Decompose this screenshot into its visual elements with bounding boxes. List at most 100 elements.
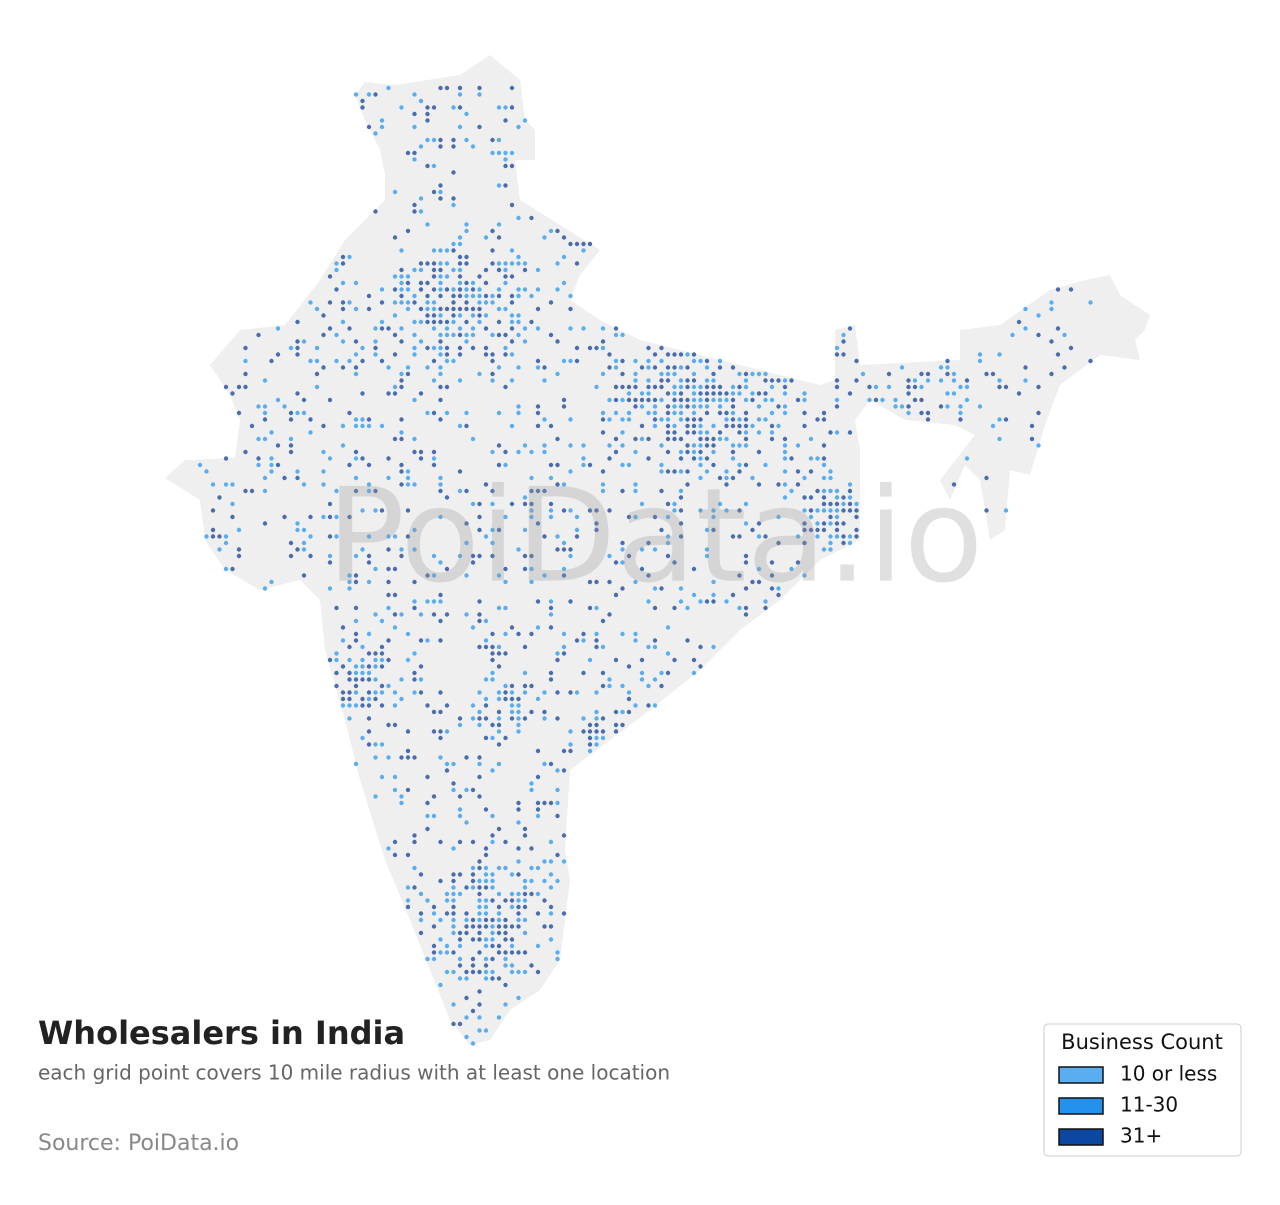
grid-point	[555, 371, 560, 377]
grid-point	[678, 456, 684, 461]
grid-point	[496, 443, 502, 448]
grid-point	[529, 631, 534, 637]
grid-point	[210, 527, 216, 533]
grid-point	[457, 326, 463, 331]
grid-point	[730, 404, 736, 409]
grid-point	[756, 534, 762, 539]
grid-point	[678, 417, 684, 422]
grid-point	[522, 878, 528, 884]
grid-point	[438, 287, 443, 292]
grid-point	[919, 410, 924, 416]
grid-point	[626, 696, 632, 702]
grid-point	[425, 306, 430, 312]
grid-point	[977, 352, 983, 357]
grid-point	[412, 397, 417, 403]
grid-point	[457, 274, 463, 279]
grid-point	[724, 417, 729, 422]
grid-point	[431, 599, 437, 604]
grid-point	[841, 339, 846, 344]
grid-point	[665, 404, 671, 409]
grid-point	[841, 352, 846, 357]
grid-point	[314, 358, 320, 364]
grid-point	[496, 690, 502, 695]
grid-point	[366, 677, 372, 682]
grid-point	[308, 553, 313, 559]
grid-point	[347, 586, 352, 591]
grid-point	[912, 378, 918, 383]
grid-point	[594, 605, 599, 611]
grid-point	[659, 443, 664, 448]
grid-point	[470, 280, 476, 286]
grid-point	[392, 839, 398, 845]
grid-point	[236, 410, 242, 416]
grid-point	[867, 397, 872, 403]
grid-point	[717, 410, 723, 416]
grid-point	[340, 261, 346, 266]
grid-point	[600, 371, 606, 377]
grid-point	[483, 677, 489, 682]
grid-point	[561, 748, 567, 754]
grid-point	[685, 449, 690, 455]
grid-point	[821, 443, 827, 448]
grid-point	[457, 261, 463, 266]
grid-point	[496, 287, 502, 292]
grid-point	[548, 800, 554, 806]
grid-point	[412, 527, 417, 533]
grid-point	[295, 352, 300, 357]
grid-point	[600, 735, 606, 741]
grid-point	[334, 488, 339, 494]
grid-point	[470, 716, 476, 721]
grid-point	[444, 566, 450, 572]
grid-point	[412, 150, 417, 156]
grid-point	[769, 384, 775, 390]
grid-point	[438, 85, 443, 91]
grid-point	[730, 384, 736, 390]
grid-point	[392, 787, 398, 793]
grid-point	[717, 430, 723, 435]
grid-point	[789, 566, 794, 572]
grid-point	[847, 501, 853, 507]
grid-point	[490, 969, 495, 975]
grid-point	[555, 228, 560, 234]
grid-point	[373, 612, 378, 617]
grid-point	[477, 1002, 482, 1007]
grid-point	[685, 417, 690, 422]
grid-points	[197, 85, 1093, 1046]
grid-point	[535, 774, 541, 780]
grid-point	[620, 560, 625, 565]
grid-point	[477, 989, 482, 994]
grid-point	[412, 332, 417, 338]
grid-point	[444, 761, 450, 767]
grid-point	[737, 462, 742, 468]
grid-point	[405, 748, 411, 754]
grid-point	[477, 313, 482, 318]
grid-point	[529, 891, 534, 897]
grid-point	[425, 118, 430, 123]
grid-point	[789, 378, 794, 383]
grid-point	[464, 612, 469, 617]
grid-point	[418, 638, 424, 643]
grid-point	[353, 638, 359, 643]
grid-point	[477, 859, 482, 864]
grid-point	[425, 319, 430, 325]
grid-point	[711, 378, 716, 383]
grid-point	[444, 326, 450, 331]
grid-point	[451, 287, 456, 292]
grid-point	[548, 911, 554, 916]
grid-point	[633, 631, 638, 637]
grid-point	[275, 397, 281, 403]
grid-point	[516, 911, 521, 916]
grid-point	[522, 287, 528, 292]
grid-point	[438, 397, 443, 403]
grid-point	[314, 306, 320, 312]
grid-point	[399, 378, 404, 383]
grid-point	[457, 469, 463, 474]
grid-point	[581, 638, 586, 643]
grid-point	[392, 189, 398, 195]
grid-point	[509, 163, 515, 169]
grid-point	[373, 657, 378, 663]
grid-point	[405, 508, 411, 513]
grid-point	[568, 599, 573, 604]
grid-point	[353, 664, 359, 669]
grid-point	[334, 670, 339, 676]
